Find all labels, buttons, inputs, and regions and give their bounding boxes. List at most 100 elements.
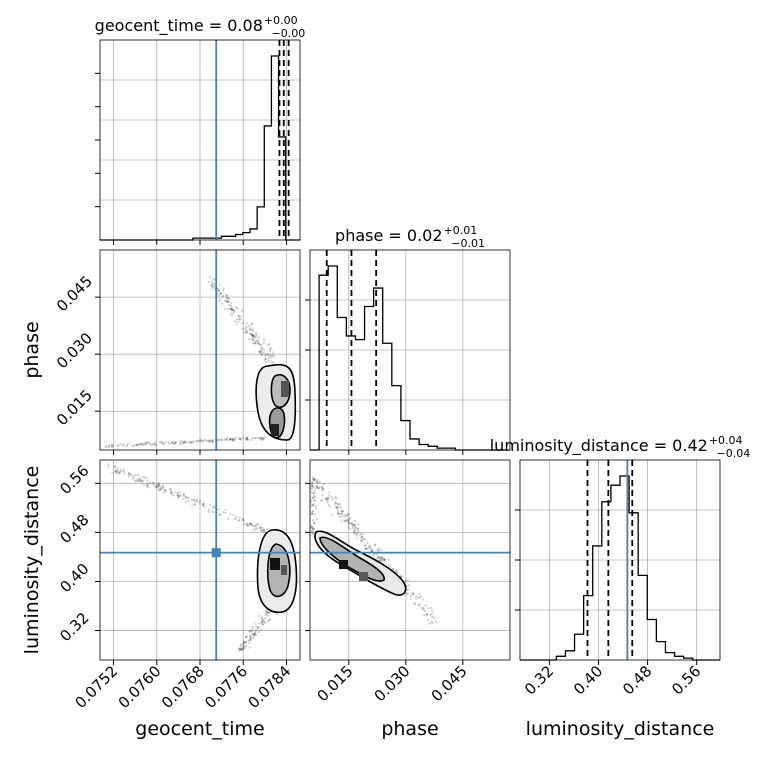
scatter-point [411, 592, 414, 595]
scatter-point [242, 327, 245, 330]
panel-hist-luminosity-distance [519, 459, 721, 661]
scatter-point [311, 496, 315, 499]
scatter-point [227, 297, 230, 300]
scatter-point [182, 493, 185, 496]
panel-marks [520, 460, 720, 661]
scatter-point [314, 505, 317, 508]
scatter-point [170, 441, 173, 444]
scatter-point [255, 331, 258, 334]
scatter-point [335, 506, 338, 509]
scatter-point [260, 527, 263, 530]
scatter-point [254, 622, 257, 626]
scatter-point [259, 343, 262, 346]
scatter-point [368, 544, 371, 547]
scatter-point [318, 486, 321, 489]
scatter-point [262, 351, 265, 354]
scatter-point [371, 550, 374, 553]
scatter-point [207, 439, 210, 442]
scatter-point [199, 438, 202, 441]
scatter-point [195, 440, 198, 443]
scatter-point [262, 437, 265, 440]
truth-lines [100, 460, 300, 660]
scatter-point [323, 483, 326, 486]
scatter-point [422, 606, 425, 610]
scatter-point [194, 503, 197, 506]
scatter-point [387, 558, 390, 561]
scatter-point [157, 484, 160, 487]
scatter-point [313, 478, 316, 482]
panel-grid [520, 460, 720, 660]
scatter-point [354, 519, 357, 523]
panel-2d-luminosity-distance-vs-geocent-time [99, 459, 301, 661]
scatter-point [326, 496, 329, 500]
scatter-point [259, 343, 262, 346]
scatter-point [316, 486, 319, 489]
scatter-point [190, 498, 193, 501]
scatter-point [145, 477, 148, 480]
scatter-point [261, 353, 264, 356]
scatter-point [245, 436, 248, 439]
scatter-point [366, 541, 369, 544]
scatter-point [312, 485, 315, 488]
scatter-point [336, 512, 339, 515]
scatter-point [311, 529, 314, 532]
scatter-point [361, 533, 364, 536]
scatter-point [316, 478, 319, 481]
scatter-point [164, 489, 167, 492]
scatter-point [153, 441, 157, 444]
scatter-point [376, 553, 379, 556]
scatter-point [231, 309, 234, 312]
scatter-point [272, 361, 275, 364]
axis-labels: geocent_time phase luminosity_distance p… [21, 321, 714, 740]
scatter-point [377, 547, 380, 550]
scatter-point [254, 528, 257, 531]
scatter-point [212, 510, 215, 514]
scatter-point [311, 497, 314, 500]
scatter-point [249, 629, 252, 632]
scatter-point [344, 519, 347, 522]
scatter-point [225, 295, 228, 298]
scatter-point [224, 511, 227, 514]
scatter-point [250, 333, 253, 336]
scatter-point [241, 322, 244, 325]
scatter-point [262, 342, 265, 345]
scatter-point [264, 612, 268, 615]
scatter-point [247, 639, 250, 642]
scatter-point [240, 309, 243, 312]
scatter-point [217, 289, 220, 292]
scatter-point [164, 490, 167, 493]
scatter-point [348, 512, 351, 516]
scatter-point [313, 499, 317, 502]
scatter-point [238, 318, 241, 321]
scatter-point [270, 356, 273, 359]
scatter-point [249, 634, 252, 637]
scatter-point [383, 560, 386, 563]
scatter-point [246, 438, 249, 441]
scatter-point [426, 613, 429, 616]
scatter-point [425, 612, 428, 615]
scatter-point [217, 300, 220, 303]
scatter-point [260, 529, 263, 532]
scatter-point [255, 625, 258, 628]
density-peak [281, 565, 287, 575]
scatter-point [193, 503, 196, 506]
scatter-point [158, 488, 161, 492]
scatter-point [347, 520, 350, 524]
scatter-point [313, 521, 316, 524]
scatter-point [263, 617, 266, 620]
scatter-point [172, 443, 175, 446]
scatter-point [135, 444, 138, 447]
scatter-point [113, 465, 116, 468]
scatter-point [228, 437, 232, 440]
scatter-point [251, 328, 254, 331]
scatter-point [239, 318, 242, 321]
scatter-point [159, 487, 162, 490]
scatter-point [174, 441, 177, 444]
scatter-point [252, 335, 255, 338]
scatter-point [237, 320, 240, 324]
scatter-point [218, 289, 221, 293]
scatter-point [249, 639, 252, 642]
scatter-point [259, 352, 262, 355]
scatter-point [119, 468, 122, 471]
